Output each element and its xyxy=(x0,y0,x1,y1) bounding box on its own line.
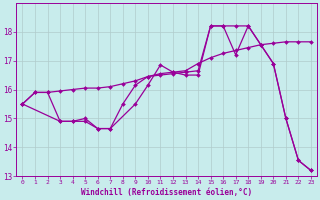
X-axis label: Windchill (Refroidissement éolien,°C): Windchill (Refroidissement éolien,°C) xyxy=(81,188,252,197)
